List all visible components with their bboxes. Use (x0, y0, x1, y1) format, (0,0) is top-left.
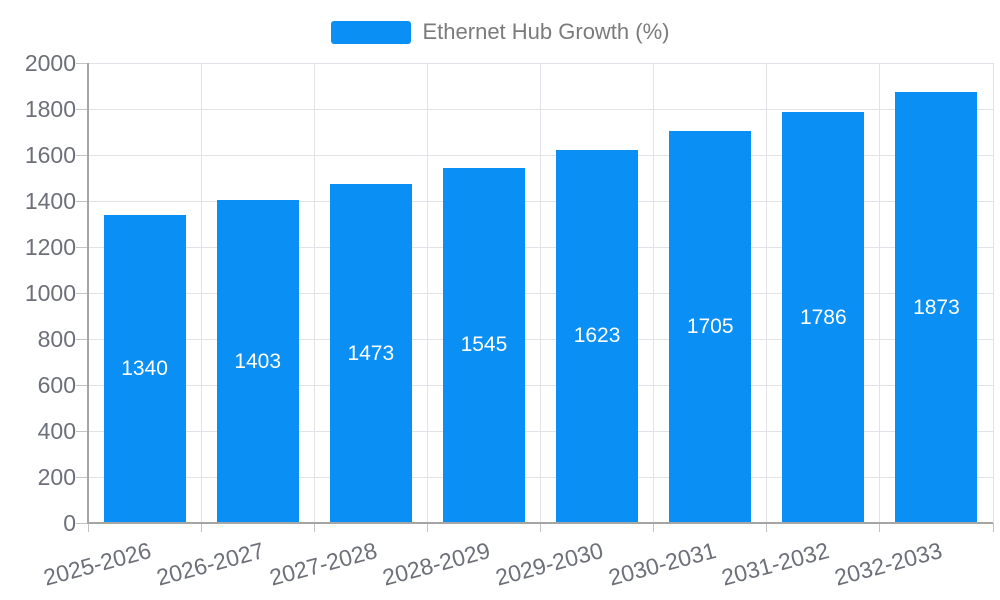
bar[interactable] (442, 167, 525, 522)
y-axis-tick-label: 0 (63, 510, 76, 536)
gridline-vertical (879, 63, 881, 523)
x-axis-tick (426, 523, 428, 532)
x-axis-tick-label: 2030-2031 (605, 537, 719, 591)
x-axis-tick (992, 523, 994, 532)
y-axis-tick (76, 292, 88, 294)
y-axis-tick (76, 338, 88, 340)
bar[interactable] (329, 184, 412, 522)
bar[interactable] (895, 92, 978, 522)
bar[interactable] (216, 200, 299, 522)
y-axis-tick (76, 522, 88, 524)
x-axis-tick (766, 523, 768, 532)
x-axis-tick-label: 2031-2032 (719, 537, 833, 591)
y-axis-tick (76, 108, 88, 110)
x-axis-tick (879, 523, 881, 532)
gridline-vertical (653, 63, 655, 523)
x-axis-tick-label: 2028-2029 (379, 537, 493, 591)
bar-value-label: 1873 (913, 295, 960, 319)
y-axis-tick-label: 1800 (24, 96, 76, 122)
gridline-vertical (766, 63, 768, 523)
bar-value-label: 1473 (347, 341, 395, 365)
bar-value-label: 1705 (686, 314, 734, 338)
y-axis-tick-label: 600 (37, 372, 76, 398)
x-axis-tick (87, 523, 89, 532)
gridline-vertical (992, 63, 994, 523)
legend-item[interactable]: Ethernet Hub Growth (%) (0, 19, 1000, 45)
bar[interactable] (103, 214, 186, 522)
x-axis-tick-label: 2025-2026 (40, 537, 154, 591)
gridline-vertical (200, 63, 202, 523)
y-axis-tick-label: 800 (37, 326, 76, 352)
x-axis-tick (200, 523, 202, 532)
y-axis-tick (76, 246, 88, 248)
gridline-vertical (540, 63, 541, 523)
x-axis-tick (540, 523, 541, 532)
bar[interactable] (782, 112, 865, 522)
bar-value-label: 1623 (573, 324, 621, 348)
y-axis-tick-label: 200 (37, 464, 76, 490)
bar-value-label: 1403 (234, 349, 282, 373)
bar[interactable] (669, 130, 752, 522)
y-axis-tick-label: 1600 (24, 142, 76, 168)
x-axis-tick-label: 2026-2027 (153, 537, 267, 591)
legend-swatch (330, 20, 411, 44)
x-axis-line (87, 522, 993, 524)
y-axis-tick-label: 1200 (24, 234, 76, 260)
bar[interactable] (556, 149, 639, 522)
x-axis-tick-label: 2029-2030 (492, 537, 606, 591)
y-axis-tick-label: 1000 (24, 280, 76, 306)
gridline-vertical (426, 63, 428, 523)
x-axis-tick (313, 523, 315, 532)
x-axis-tick-label: 2027-2028 (266, 537, 380, 591)
y-axis-tick (76, 62, 88, 64)
y-axis-tick (76, 430, 88, 432)
y-axis-tick-label: 2000 (24, 50, 76, 76)
gridline-vertical (313, 63, 315, 523)
x-axis-tick-label: 2032-2033 (832, 537, 946, 591)
bar-value-label: 1340 (121, 356, 168, 380)
x-axis-tick (653, 523, 655, 532)
y-axis-tick-label: 1400 (24, 188, 76, 214)
y-axis-tick (76, 200, 88, 202)
y-axis-tick (76, 384, 88, 386)
bar-value-label: 1545 (460, 333, 508, 357)
bar-value-label: 1786 (799, 305, 847, 329)
y-axis-tick (76, 476, 88, 478)
y-axis-tick-label: 400 (37, 418, 76, 444)
y-axis-tick (76, 154, 88, 156)
legend-label: Ethernet Hub Growth (%) (422, 19, 670, 44)
y-axis-line (87, 63, 89, 524)
